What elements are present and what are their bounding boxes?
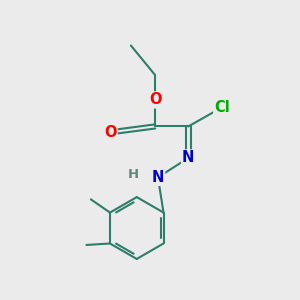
Text: Cl: Cl [214,100,230,115]
Text: N: N [182,150,194,165]
Text: N: N [152,170,164,185]
Text: H: H [128,168,139,181]
Text: O: O [104,125,116,140]
Text: O: O [149,92,161,107]
